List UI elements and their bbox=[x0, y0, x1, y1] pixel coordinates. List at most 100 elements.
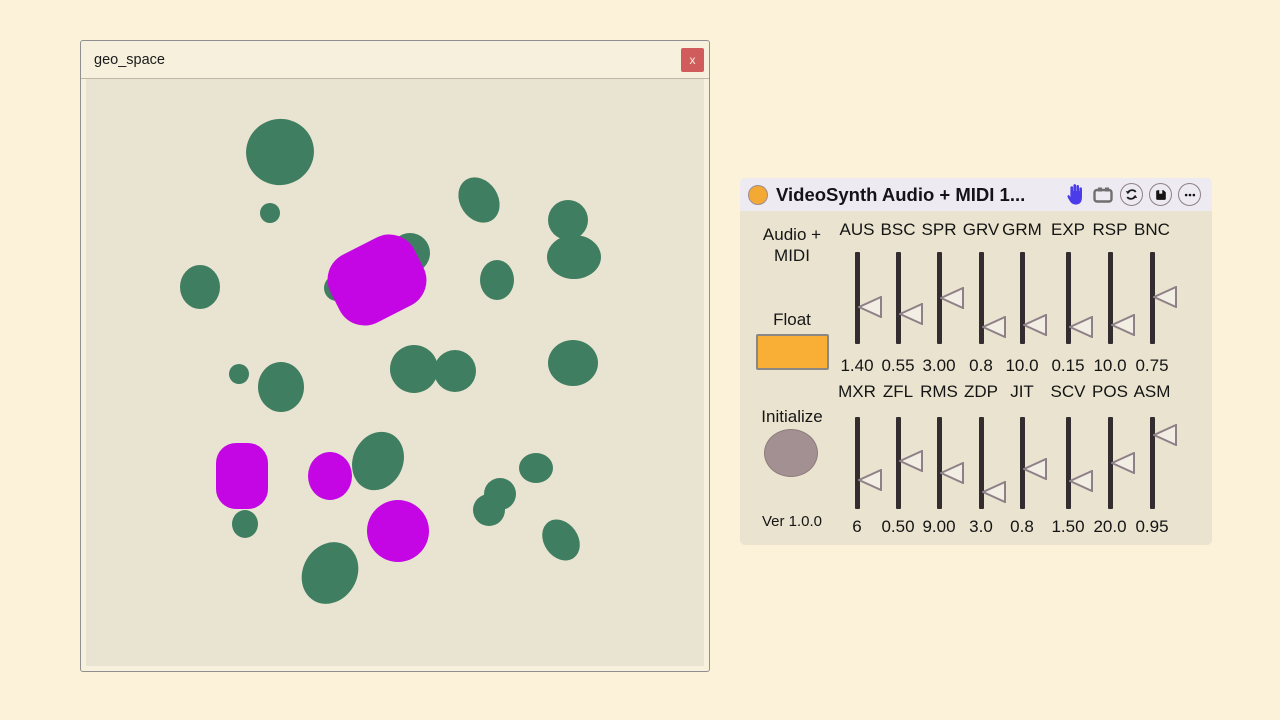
more-icon[interactable] bbox=[1178, 183, 1201, 206]
slider-value-GRM[interactable]: 10.0 bbox=[1005, 356, 1039, 375]
slider-track-SCV[interactable] bbox=[1066, 417, 1071, 509]
slider-track-RSP[interactable] bbox=[1108, 252, 1113, 344]
panel-titlebar[interactable]: VideoSynth Audio + MIDI 1... bbox=[740, 178, 1212, 211]
slider-track-AUS[interactable] bbox=[855, 252, 860, 344]
close-icon: x bbox=[689, 52, 696, 67]
slider-thumb-BSC[interactable] bbox=[897, 302, 923, 326]
slider-value-SCV[interactable]: 1.50 bbox=[1051, 517, 1085, 536]
green-blob bbox=[232, 510, 258, 538]
slider-label-SPR: SPR bbox=[921, 220, 957, 239]
slider-track-BSC[interactable] bbox=[896, 252, 901, 344]
slider-value-BNC[interactable]: 0.75 bbox=[1135, 356, 1169, 375]
slider-value-RSP[interactable]: 10.0 bbox=[1093, 356, 1127, 375]
slider-value-POS[interactable]: 20.0 bbox=[1093, 517, 1127, 536]
geo-space-window: geo_space x bbox=[80, 40, 710, 672]
slider-label-POS: POS bbox=[1092, 382, 1128, 401]
slider-value-SPR[interactable]: 3.00 bbox=[922, 356, 956, 375]
slider-label-RMS: RMS bbox=[920, 382, 958, 401]
green-blob bbox=[342, 423, 414, 499]
panel-title: VideoSynth Audio + MIDI 1... bbox=[776, 183, 1026, 205]
window-titlebar[interactable]: geo_space x bbox=[81, 41, 709, 79]
slider-value-MXR[interactable]: 6 bbox=[852, 517, 862, 536]
slider-thumb-GRV[interactable] bbox=[980, 315, 1006, 339]
green-blob bbox=[229, 364, 249, 384]
slider-track-JIT[interactable] bbox=[1020, 417, 1025, 509]
green-blob bbox=[534, 512, 588, 568]
version-label: Ver 1.0.0 bbox=[761, 513, 823, 530]
slider-value-BSC[interactable]: 0.55 bbox=[881, 356, 915, 375]
hand-icon[interactable] bbox=[1065, 183, 1086, 206]
panel-body: Audio + MIDI Float Initialize Ver 1.0.0 … bbox=[740, 211, 1212, 545]
slider-track-ZFL[interactable] bbox=[896, 417, 901, 509]
slider-value-ASM[interactable]: 0.95 bbox=[1135, 517, 1169, 536]
slider-value-AUS[interactable]: 1.40 bbox=[840, 356, 874, 375]
titlebar-icons bbox=[1065, 183, 1201, 206]
slider-label-EXP: EXP bbox=[1050, 220, 1086, 239]
slider-label-BSC: BSC bbox=[880, 220, 916, 239]
green-blob bbox=[434, 350, 476, 392]
slider-label-JIT: JIT bbox=[1010, 382, 1034, 401]
green-blob bbox=[473, 494, 505, 526]
slider-thumb-ASM[interactable] bbox=[1151, 423, 1177, 447]
slider-thumb-RMS[interactable] bbox=[938, 461, 964, 485]
slider-value-ZFL[interactable]: 0.50 bbox=[881, 517, 915, 536]
slider-thumb-MXR[interactable] bbox=[856, 467, 882, 492]
slider-thumb-JIT[interactable] bbox=[1021, 457, 1047, 481]
slider-value-EXP[interactable]: 0.15 bbox=[1051, 356, 1085, 375]
green-blob bbox=[260, 203, 280, 223]
slider-value-RMS[interactable]: 9.00 bbox=[922, 517, 956, 536]
green-blob bbox=[519, 453, 553, 483]
device-name-label: Audio + MIDI bbox=[762, 225, 822, 265]
green-blob bbox=[390, 345, 438, 393]
float-label: Float bbox=[773, 310, 811, 329]
slider-label-GRM: GRM bbox=[1002, 220, 1042, 239]
slider-track-ASM[interactable] bbox=[1150, 417, 1155, 509]
slider-thumb-EXP[interactable] bbox=[1067, 314, 1093, 339]
magenta-blob bbox=[367, 500, 429, 562]
close-button[interactable]: x bbox=[681, 47, 704, 72]
float-button[interactable] bbox=[756, 334, 829, 370]
sync-icon[interactable] bbox=[1120, 183, 1143, 206]
slider-value-JIT[interactable]: 0.8 bbox=[1010, 517, 1034, 536]
slider-thumb-ZFL[interactable] bbox=[897, 449, 923, 473]
slider-thumb-GRM[interactable] bbox=[1021, 313, 1047, 337]
slider-thumb-BNC[interactable] bbox=[1151, 285, 1177, 309]
slider-value-GRV[interactable]: 0.8 bbox=[969, 356, 993, 375]
videosynth-panel: VideoSynth Audio + MIDI 1... bbox=[740, 178, 1212, 545]
magenta-blob bbox=[216, 443, 268, 509]
slider-label-GRV: GRV bbox=[962, 220, 1000, 239]
green-blob bbox=[480, 260, 514, 300]
magenta-blob bbox=[308, 452, 352, 500]
green-blob bbox=[180, 265, 220, 309]
slider-track-EXP[interactable] bbox=[1066, 252, 1071, 344]
patcher-icon[interactable] bbox=[1092, 184, 1114, 206]
slider-value-ZDP[interactable]: 3.0 bbox=[969, 517, 993, 536]
slider-track-BNC[interactable] bbox=[1150, 252, 1155, 344]
green-blob bbox=[548, 340, 598, 386]
device-dot-icon bbox=[748, 184, 768, 205]
slider-track-MXR[interactable] bbox=[855, 417, 860, 509]
window-title: geo_space bbox=[94, 51, 165, 68]
slider-label-RSP: RSP bbox=[1092, 220, 1128, 239]
slider-track-GRM[interactable] bbox=[1020, 252, 1025, 344]
slider-label-ASM: ASM bbox=[1133, 382, 1171, 401]
initialize-button[interactable] bbox=[764, 429, 818, 477]
slider-thumb-SCV[interactable] bbox=[1067, 469, 1093, 493]
slider-track-RMS[interactable] bbox=[937, 417, 942, 509]
slider-thumb-RSP[interactable] bbox=[1109, 313, 1135, 337]
green-blob bbox=[290, 531, 370, 615]
save-icon[interactable] bbox=[1149, 183, 1172, 206]
slider-thumb-SPR[interactable] bbox=[938, 286, 964, 310]
slider-track-GRV[interactable] bbox=[979, 252, 984, 344]
green-blob bbox=[238, 111, 322, 193]
slider-label-ZFL: ZFL bbox=[882, 382, 914, 401]
green-blob bbox=[258, 362, 304, 412]
blob-canvas bbox=[86, 79, 704, 666]
green-blob bbox=[547, 235, 601, 279]
initialize-label: Initialize bbox=[761, 407, 823, 426]
slider-thumb-AUS[interactable] bbox=[856, 295, 882, 319]
slider-thumb-ZDP[interactable] bbox=[980, 479, 1006, 504]
slider-track-ZDP[interactable] bbox=[979, 417, 984, 509]
slider-thumb-POS[interactable] bbox=[1109, 451, 1135, 475]
green-blob bbox=[548, 200, 588, 240]
